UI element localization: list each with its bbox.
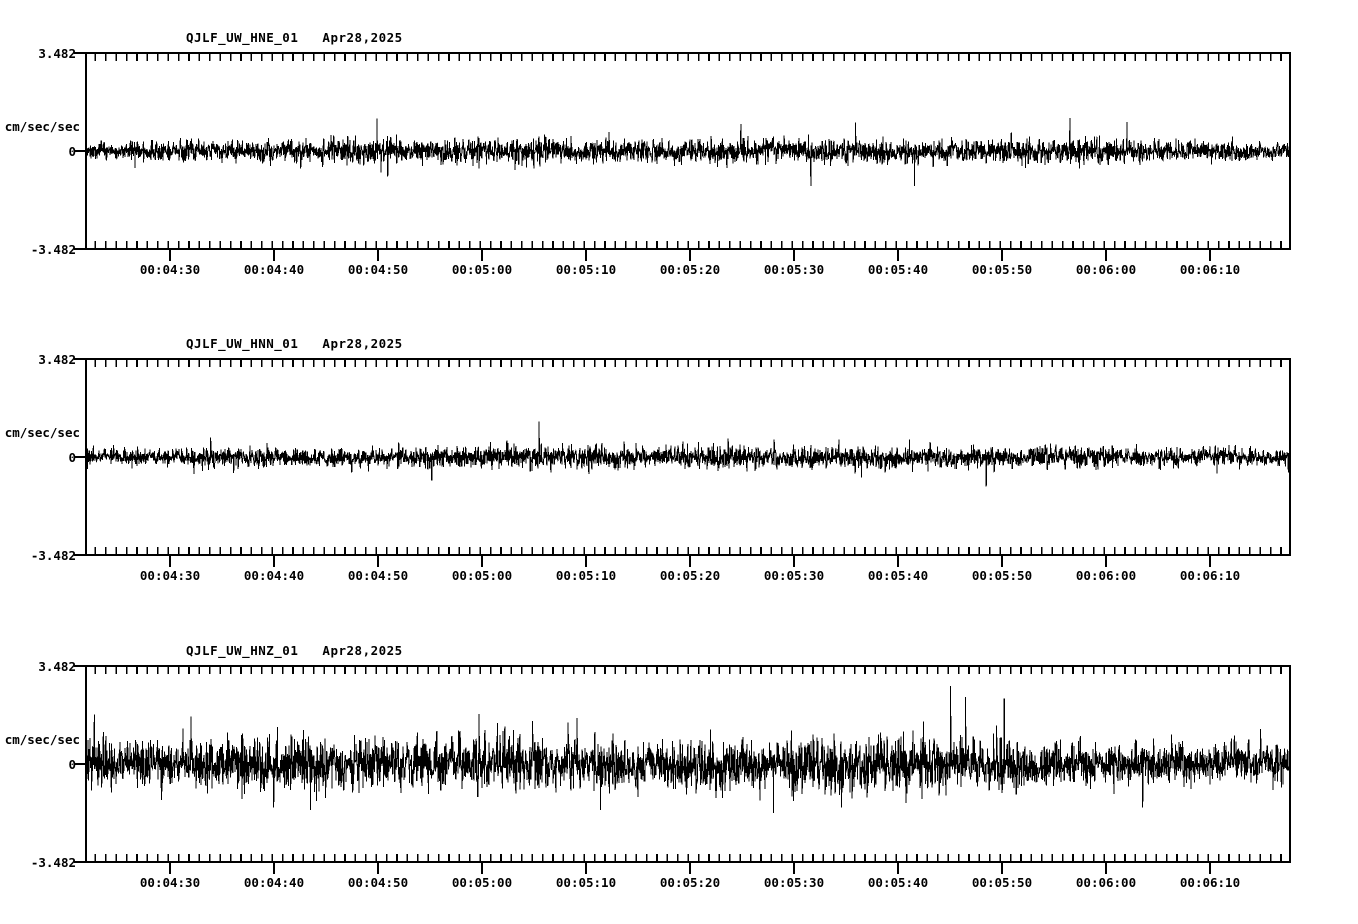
x-tick-label: 00:05:00 <box>451 262 513 277</box>
x-tick-label: 00:05:30 <box>763 262 825 277</box>
x-tick-label: 00:06:00 <box>1075 875 1137 890</box>
y-tick-mark-min-hne <box>74 248 86 250</box>
x-tick-label: 00:05:50 <box>971 568 1033 583</box>
waveform-polyline <box>87 421 1289 487</box>
plot-frame-hnn[interactable] <box>85 358 1291 556</box>
x-tick-label: 00:04:30 <box>139 568 201 583</box>
y-tick-mark-zero-hnn <box>74 456 86 458</box>
waveform-trace-hnn <box>87 421 1289 487</box>
y-axis-units-hnn: cm/sec/sec <box>4 425 80 440</box>
waveform-trace-hne <box>87 118 1289 187</box>
x-tick-label: 00:05:20 <box>659 568 721 583</box>
waveform-trace-hnz <box>87 686 1289 813</box>
x-tick-label: 00:05:50 <box>971 262 1033 277</box>
panel-title-hnz: QJLF_UW_HNZ_01 Apr28,2025 <box>186 643 403 658</box>
x-tick-label: 00:05:50 <box>971 875 1033 890</box>
x-tick-label: 00:06:00 <box>1075 568 1137 583</box>
y-tick-mark-max-hnz <box>74 665 86 667</box>
x-tick-label: 00:04:50 <box>347 875 409 890</box>
x-tick-label: 00:05:40 <box>867 262 929 277</box>
plot-frame-hnz[interactable] <box>85 665 1291 863</box>
waveform-polyline <box>87 686 1289 813</box>
panel-title-hnn: QJLF_UW_HNN_01 Apr28,2025 <box>186 336 403 351</box>
y-tick-mark-min-hnz <box>74 861 86 863</box>
x-tick-label: 00:05:40 <box>867 568 929 583</box>
x-tick-label: 00:05:00 <box>451 875 513 890</box>
y-tick-mark-zero-hnz <box>74 763 86 765</box>
y-tick-mark-zero-hne <box>74 150 86 152</box>
x-tick-label: 00:06:10 <box>1179 875 1241 890</box>
x-tick-label: 00:05:10 <box>555 875 617 890</box>
x-tick-label: 00:05:10 <box>555 568 617 583</box>
y-tick-mark-max-hne <box>74 52 86 54</box>
x-tick-label: 00:06:00 <box>1075 262 1137 277</box>
x-tick-label: 00:05:30 <box>763 568 825 583</box>
x-tick-label: 00:05:20 <box>659 875 721 890</box>
y-tick-zero-hnn: 0 <box>68 450 76 465</box>
y-tick-min-hnz: -3.482 <box>30 855 76 870</box>
x-tick-label: 00:05:40 <box>867 875 929 890</box>
x-tick-label: 00:04:40 <box>243 875 305 890</box>
y-tick-min-hnn: -3.482 <box>30 548 76 563</box>
y-tick-max-hnz: 3.482 <box>38 659 76 674</box>
x-tick-label: 00:04:30 <box>139 262 201 277</box>
panel-hnn: QJLF_UW_HNN_01 Apr28,2025 cm/sec/sec 3.4… <box>0 306 1358 606</box>
y-tick-mark-max-hnn <box>74 358 86 360</box>
y-tick-max-hnn: 3.482 <box>38 352 76 367</box>
x-tick-label: 00:05:20 <box>659 262 721 277</box>
waveform-polyline <box>87 118 1289 187</box>
y-tick-mark-min-hnn <box>74 554 86 556</box>
y-tick-min-hne: -3.482 <box>30 242 76 257</box>
panel-title-hne: QJLF_UW_HNE_01 Apr28,2025 <box>186 30 403 45</box>
x-tick-label: 00:05:30 <box>763 875 825 890</box>
panel-hne: QJLF_UW_HNE_01 Apr28,2025 cm/sec/sec 3.4… <box>0 0 1358 300</box>
x-tick-label: 00:04:50 <box>347 262 409 277</box>
x-tick-label: 00:06:10 <box>1179 262 1241 277</box>
x-tick-label: 00:04:40 <box>243 262 305 277</box>
y-axis-units-hne: cm/sec/sec <box>4 119 80 134</box>
y-tick-zero-hnz: 0 <box>68 757 76 772</box>
y-tick-zero-hne: 0 <box>68 144 76 159</box>
x-tick-label: 00:04:30 <box>139 875 201 890</box>
x-tick-label: 00:04:50 <box>347 568 409 583</box>
x-tick-label: 00:05:10 <box>555 262 617 277</box>
plot-frame-hne[interactable] <box>85 52 1291 250</box>
y-tick-max-hne: 3.482 <box>38 46 76 61</box>
y-axis-units-hnz: cm/sec/sec <box>4 732 80 747</box>
x-tick-label: 00:06:10 <box>1179 568 1241 583</box>
x-tick-label: 00:05:00 <box>451 568 513 583</box>
panel-hnz: QJLF_UW_HNZ_01 Apr28,2025 cm/sec/sec 3.4… <box>0 613 1358 924</box>
x-tick-label: 00:04:40 <box>243 568 305 583</box>
